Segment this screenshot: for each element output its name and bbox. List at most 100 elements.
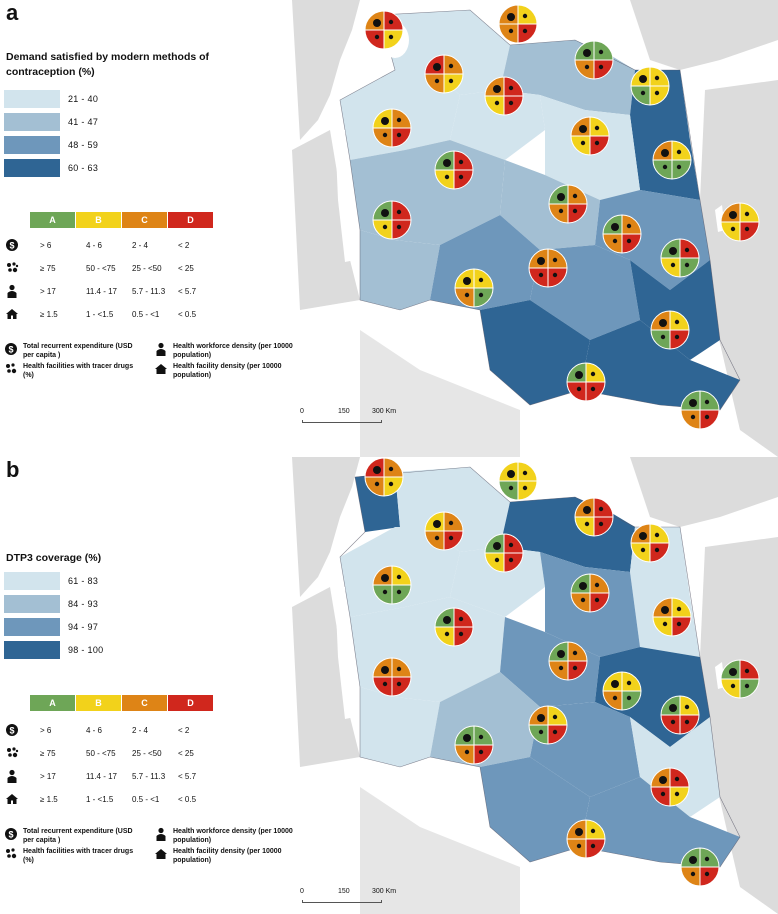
quadrant: [383, 476, 404, 497]
value: 4 - 6: [86, 725, 103, 735]
glyph: [661, 149, 669, 157]
quadrant: [585, 362, 606, 383]
quadrant: [652, 616, 673, 637]
scale-bar: [302, 900, 382, 903]
glyph: [626, 223, 632, 229]
glyph: [444, 631, 450, 637]
glyph: [659, 776, 667, 784]
quadrant: [517, 23, 538, 44]
quadrant: [503, 533, 524, 554]
indicator-row: ≥ 75 50 - <75 25 - <50 < 25: [4, 261, 214, 275]
key-label: Total recurrent expenditure (USD per cap…: [23, 828, 133, 844]
glyph: [382, 589, 388, 595]
quadrant: [434, 169, 455, 190]
grade-c: C: [122, 695, 168, 711]
quadrant: [593, 497, 614, 518]
quadrant: [484, 95, 505, 116]
quadrant: [498, 480, 519, 501]
quadrant: [453, 626, 474, 647]
quadrant: [679, 238, 700, 259]
key-workforce: Health workforce density (per 10000 popu…: [154, 827, 294, 845]
glyph: [676, 149, 682, 155]
value: 25 - <50: [132, 748, 162, 758]
quadrant: [660, 714, 681, 735]
glyph: [583, 49, 591, 57]
quadrant: [630, 85, 651, 106]
grade-d: D: [168, 212, 214, 228]
legend-class: 48 - 59: [4, 136, 98, 154]
quadrant: [671, 159, 692, 180]
quadrant: [547, 248, 568, 269]
quadrant: [679, 714, 700, 735]
quadrant: [454, 287, 475, 308]
drugs-icon: [6, 363, 17, 374]
glyph: [575, 371, 583, 379]
quadrant: [498, 23, 519, 44]
glyph: [381, 209, 389, 217]
quadrant: [391, 565, 412, 586]
glyph: [684, 719, 690, 725]
glyph: [373, 466, 381, 474]
glyph: [382, 224, 388, 230]
legend-class: 41 - 47: [4, 113, 98, 131]
glyph: [676, 621, 682, 627]
glyph: [434, 78, 440, 84]
key-label: Health facility density (per 10000 popul…: [173, 848, 282, 864]
quadrant: [453, 169, 474, 190]
value: ≥ 1.5: [40, 794, 58, 804]
glyph: [580, 140, 586, 146]
quadrant: [473, 287, 494, 308]
quadrant: [453, 150, 474, 171]
glyph: [654, 547, 660, 553]
quadrant: [372, 127, 393, 148]
glyph: [704, 414, 710, 420]
glyph: [396, 666, 402, 672]
key-label: Health workforce density (per 10000 popu…: [173, 828, 293, 844]
quadrant: [739, 659, 760, 680]
class-label: 94 - 97: [68, 622, 99, 632]
glyph: [537, 714, 545, 722]
panel-b: b DTP3 coverage (%) 61 - 83 84 - 93 94 -…: [0, 457, 778, 914]
quadrant: [589, 116, 610, 137]
quadrant: [680, 866, 701, 887]
glyph: [684, 247, 690, 253]
indicator-row: ≥ 1.5 1 - <1.5 0.5 - <1 < 0.5: [4, 307, 214, 321]
glyph: [537, 257, 545, 265]
dollar-icon: $: [6, 724, 18, 736]
glyph: [388, 19, 394, 25]
grade-header: A B C D: [30, 212, 214, 228]
glyph: [594, 125, 600, 131]
glyph: [464, 749, 470, 755]
key-label: Health workforce density (per 10000 popu…: [173, 343, 293, 359]
class-label: 84 - 93: [68, 599, 99, 609]
quadrant: [649, 66, 670, 87]
quadrant: [652, 159, 673, 180]
glyph: [704, 871, 710, 877]
quadrant: [391, 108, 412, 129]
glyph: [662, 621, 668, 627]
glyph: [744, 668, 750, 674]
glyph: [669, 704, 677, 712]
value: > 6: [40, 725, 52, 735]
grade-d: D: [168, 695, 214, 711]
quadrant: [699, 390, 720, 411]
glyph: [612, 238, 618, 244]
quadrant: [602, 233, 623, 254]
key-expenditure: $ Total recurrent expenditure (USD per c…: [4, 342, 144, 360]
glyph: [508, 557, 514, 563]
glyph: [611, 223, 619, 231]
grade-b: B: [76, 212, 122, 228]
indicator-row: ≥ 75 50 - <75 25 - <50 < 25: [4, 746, 214, 760]
glyph: [463, 734, 471, 742]
quadrant: [364, 476, 385, 497]
glyph: [583, 506, 591, 514]
panel-letter: a: [6, 0, 19, 25]
quadrant: [391, 657, 412, 678]
glyph: [594, 140, 600, 146]
legend-class: 61 - 83: [4, 572, 98, 590]
value: 0.5 - <1: [132, 794, 160, 804]
region: [380, 10, 510, 95]
quadrant: [503, 76, 524, 97]
glyph: [590, 386, 596, 392]
quadrant: [585, 838, 606, 859]
